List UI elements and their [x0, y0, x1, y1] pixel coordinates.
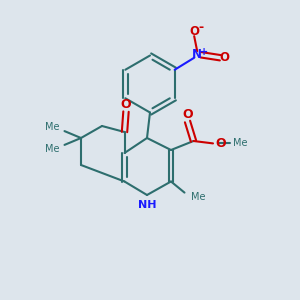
Text: N: N: [192, 48, 202, 61]
Text: O: O: [121, 98, 131, 111]
Text: Me: Me: [46, 122, 60, 132]
Text: +: +: [200, 47, 208, 57]
Text: O: O: [219, 51, 229, 64]
Text: Me: Me: [190, 192, 205, 202]
Text: Me: Me: [233, 138, 247, 148]
Text: O: O: [189, 25, 199, 38]
Text: Me: Me: [46, 144, 60, 154]
Text: O: O: [182, 108, 193, 121]
Text: -: -: [198, 21, 203, 34]
Text: O: O: [215, 137, 226, 150]
Text: NH: NH: [138, 200, 156, 211]
